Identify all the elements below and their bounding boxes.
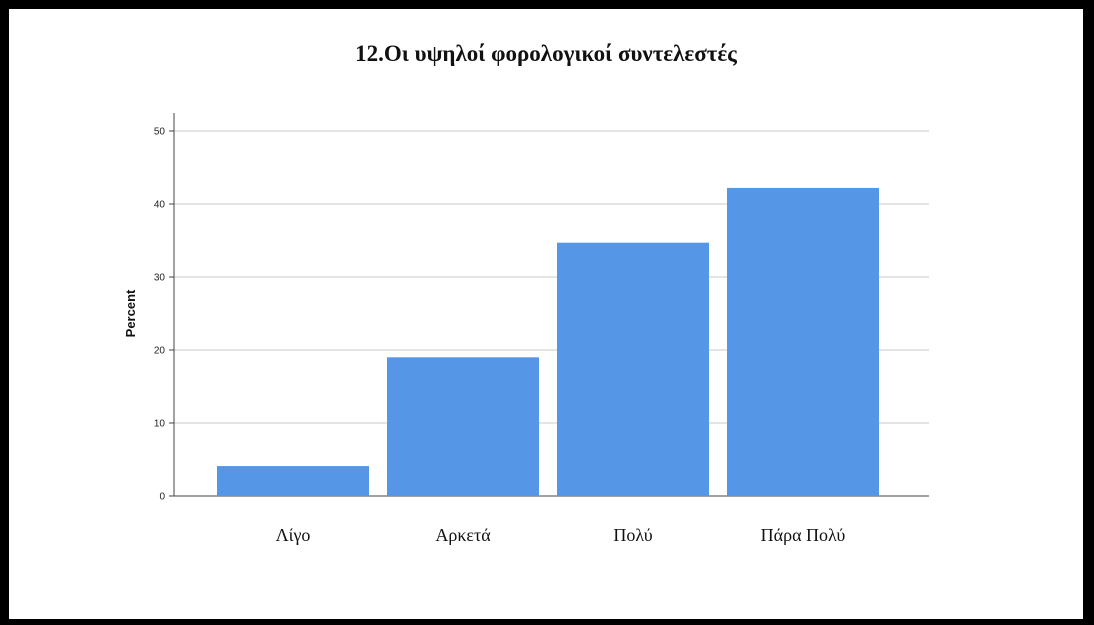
category-label: Αρκετά [435, 525, 491, 545]
y-tick-label: 50 [154, 127, 166, 138]
y-tick-label: 30 [154, 273, 166, 284]
category-label: Πάρα Πολύ [761, 525, 846, 545]
y-axis-label: Percent [123, 289, 138, 337]
y-tick-label: 40 [154, 200, 166, 211]
y-tick-label: 10 [154, 419, 166, 430]
bar [727, 187, 879, 496]
bar [557, 242, 709, 496]
labels: 0 10 20 30 40 50 Percent Λίγο Αρκετά Πολύ Πάρα Πολ… [123, 127, 845, 546]
bar-chart: 0 10 20 30 40 50 Percent Λίγο Αρκετά Πολύ Πάρα Πολ… [123, 113, 929, 546]
chart-frame: 12.Οι υψηλοί φορολογικοί συντελεστές 0 10… [9, 9, 1083, 619]
category-label: Λίγο [276, 525, 311, 545]
category-label: Πολύ [613, 525, 652, 545]
y-tick-label: 0 [159, 492, 165, 503]
chart-title: 12.Οι υψηλοί φορολογικοί συντελεστές [355, 41, 737, 66]
bar [387, 357, 539, 496]
y-tick-label: 20 [154, 346, 166, 357]
bar [217, 466, 369, 496]
bars [217, 187, 879, 496]
